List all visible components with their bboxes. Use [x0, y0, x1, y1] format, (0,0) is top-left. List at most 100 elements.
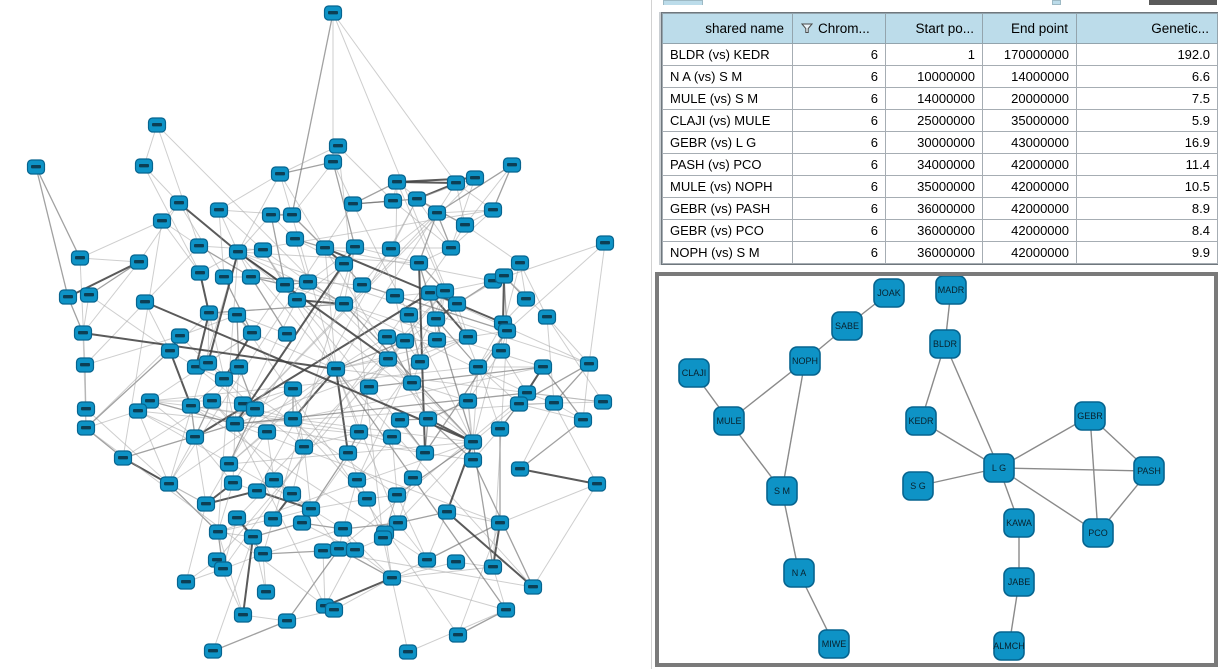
network-node[interactable]	[58, 289, 78, 305]
network-edge[interactable]	[122, 423, 236, 459]
network-edge[interactable]	[161, 220, 201, 274]
network-edge[interactable]	[382, 537, 409, 653]
network-node[interactable]	[73, 325, 93, 341]
network-edge[interactable]	[234, 366, 240, 425]
network-edge[interactable]	[546, 316, 555, 404]
network-node[interactable]	[373, 530, 393, 546]
network-node[interactable]	[334, 256, 354, 272]
table-cell[interactable]: MULE (vs) S M	[662, 87, 793, 110]
table-cell[interactable]: 42000000	[982, 219, 1077, 242]
network-node[interactable]	[170, 328, 190, 344]
network-edge[interactable]	[194, 436, 234, 484]
network-edge[interactable]	[250, 276, 288, 335]
network-node-N A[interactable]: N A	[783, 558, 815, 588]
table-row[interactable]: MULE (vs) S M 6 14000000 20000000 7.5	[662, 87, 1218, 110]
table-cell[interactable]: CLAJI (vs) MULE	[662, 109, 793, 132]
network-node[interactable]	[323, 154, 343, 170]
network-node-S G[interactable]: S G	[902, 471, 934, 501]
network-node[interactable]	[357, 491, 377, 507]
column-header-2[interactable]: Start po...	[885, 13, 983, 44]
network-node[interactable]	[26, 159, 46, 175]
network-edge-L G-PASH[interactable]	[998, 467, 1150, 472]
network-node[interactable]	[455, 217, 475, 233]
network-edge[interactable]	[292, 366, 544, 420]
network-node-SABE[interactable]: SABE	[831, 311, 863, 341]
network-edge[interactable]	[144, 301, 171, 352]
network-node[interactable]	[326, 361, 346, 377]
network-node[interactable]	[523, 579, 543, 595]
network-edge[interactable]	[137, 410, 196, 438]
network-node[interactable]	[593, 394, 613, 410]
network-node[interactable]	[147, 117, 167, 133]
network-edge[interactable]	[291, 161, 334, 216]
network-edge[interactable]	[532, 483, 598, 588]
network-node[interactable]	[287, 292, 307, 308]
network-node[interactable]	[75, 357, 95, 373]
table-row[interactable]: GEBR (vs) L G 6 30000000 43000000 16.9	[662, 131, 1218, 154]
table-row[interactable]: BLDR (vs) KEDR 6 1 170000000 192.0	[662, 43, 1218, 66]
network-node[interactable]	[208, 524, 228, 540]
network-edge[interactable]	[519, 468, 598, 485]
network-node[interactable]	[409, 255, 429, 271]
network-edge[interactable]	[237, 173, 281, 253]
network-edge[interactable]	[234, 392, 528, 425]
network-edge[interactable]	[342, 522, 399, 530]
main-network-view[interactable]	[0, 0, 651, 669]
network-edge[interactable]	[426, 522, 501, 561]
table-cell[interactable]: 34000000	[885, 153, 983, 176]
table-cell[interactable]: 6	[792, 175, 886, 198]
network-node[interactable]	[426, 311, 446, 327]
table-cell[interactable]: 36000000	[885, 219, 983, 242]
network-edge[interactable]	[85, 408, 170, 485]
network-edge[interactable]	[79, 257, 140, 263]
table-cell[interactable]: 8.4	[1076, 219, 1218, 242]
network-node[interactable]	[349, 424, 369, 440]
network-node-CLAJI[interactable]: CLAJI	[678, 358, 710, 388]
network-node[interactable]	[587, 476, 607, 492]
network-edge[interactable]	[237, 209, 494, 253]
network-node[interactable]	[199, 305, 219, 321]
table-cell[interactable]: 6	[792, 65, 886, 88]
network-node[interactable]	[159, 476, 179, 492]
network-edge[interactable]	[342, 528, 393, 579]
table-cell[interactable]: 42000000	[982, 241, 1077, 264]
network-node[interactable]	[497, 323, 517, 339]
network-node[interactable]	[241, 269, 261, 285]
network-edge[interactable]	[291, 12, 334, 216]
network-edge[interactable]	[519, 402, 555, 470]
network-edge[interactable]	[286, 548, 340, 622]
network-node[interactable]	[410, 354, 430, 370]
network-edge-L G-PCO[interactable]	[998, 467, 1099, 534]
network-node[interactable]	[181, 398, 201, 414]
network-edge[interactable]	[391, 577, 507, 611]
network-edge[interactable]	[352, 203, 474, 443]
network-node[interactable]	[283, 411, 303, 427]
network-node[interactable]	[537, 309, 557, 325]
network-edge[interactable]	[335, 368, 399, 524]
network-edge[interactable]	[518, 403, 584, 421]
network-node[interactable]	[209, 202, 229, 218]
network-edge[interactable]	[212, 536, 254, 652]
network-edge[interactable]	[386, 336, 413, 384]
network-node[interactable]	[458, 393, 478, 409]
network-node[interactable]	[387, 487, 407, 503]
network-node-MULE[interactable]: MULE	[713, 406, 745, 436]
network-node[interactable]	[292, 515, 312, 531]
network-node[interactable]	[483, 202, 503, 218]
network-edge[interactable]	[396, 494, 428, 561]
table-cell[interactable]: NOPH (vs) S M	[662, 241, 793, 264]
network-node[interactable]	[446, 175, 466, 191]
network-node[interactable]	[510, 255, 530, 271]
network-edge[interactable]	[310, 498, 368, 510]
network-edge[interactable]	[217, 518, 274, 533]
table-cell[interactable]: N A (vs) S M	[662, 65, 793, 88]
network-node[interactable]	[253, 242, 273, 258]
network-edge[interactable]	[212, 620, 288, 652]
network-edge[interactable]	[492, 330, 508, 568]
network-edge[interactable]	[84, 335, 181, 366]
network-node[interactable]	[377, 329, 397, 345]
network-node[interactable]	[382, 570, 402, 586]
table-cell[interactable]: 1	[885, 43, 983, 66]
network-edge[interactable]	[198, 245, 252, 278]
network-node[interactable]	[176, 574, 196, 590]
